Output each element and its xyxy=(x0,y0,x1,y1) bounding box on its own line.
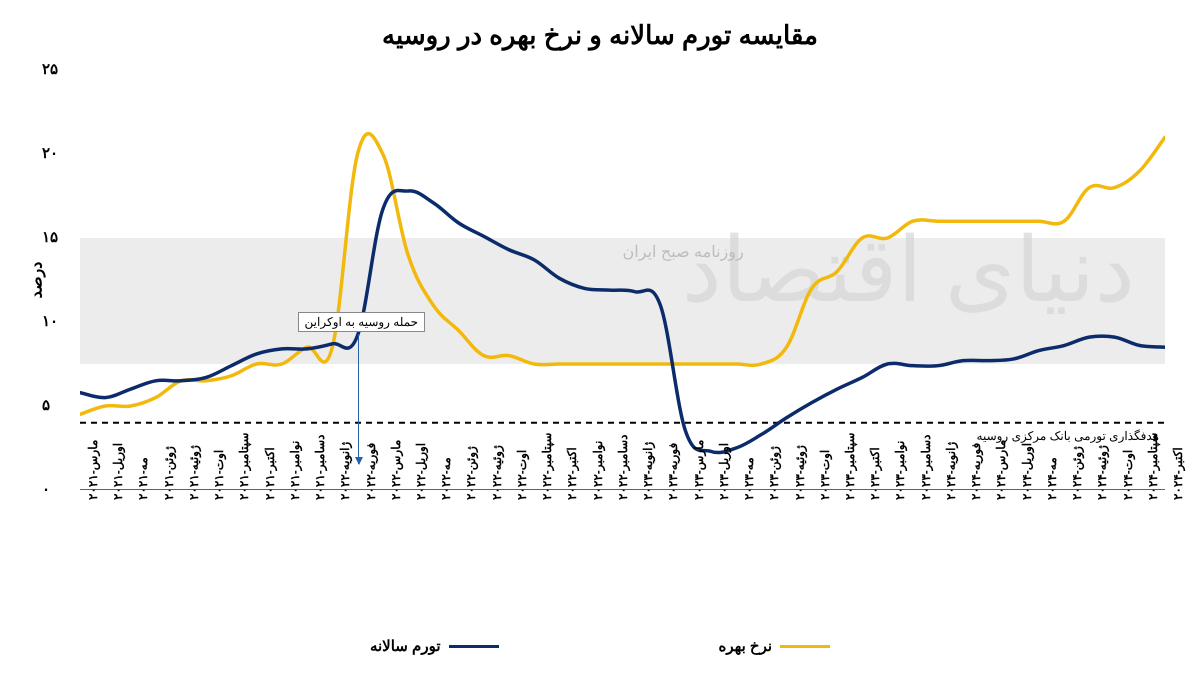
x-tick: مه-۲۰۲۲ xyxy=(439,457,453,500)
legend-line-inflation xyxy=(449,645,499,648)
x-tick: اوریل-۲۰۲۴ xyxy=(1020,443,1034,500)
x-tick: مه-۲۰۲۴ xyxy=(1045,457,1059,500)
legend-line-interest xyxy=(780,645,830,648)
x-tick: سپتامبر-۲۰۲۳ xyxy=(843,433,857,500)
series-inflation xyxy=(80,190,1165,452)
x-tick: دسامبر-۲۰۲۱ xyxy=(313,434,327,500)
x-tick: ژوئن-۲۰۲۴ xyxy=(1070,446,1084,500)
x-tick: اکتبر-۲۰۲۳ xyxy=(868,447,882,500)
x-tick: اوریل-۲۰۲۳ xyxy=(717,443,731,500)
x-tick: ژانویه-۲۰۲۲ xyxy=(338,442,352,500)
y-tick: ۱۵ xyxy=(42,228,58,246)
x-tick: ژانویه-۲۰۲۳ xyxy=(641,442,655,500)
x-tick: مه-۲۰۲۳ xyxy=(742,457,756,500)
x-tick: اکتبر-۲۰۲۱ xyxy=(263,447,277,500)
x-tick: اوت-۲۰۲۲ xyxy=(515,450,529,500)
x-tick: اوریل-۲۰۲۱ xyxy=(111,443,125,500)
x-tick: سپتامبر-۲۰۲۲ xyxy=(540,433,554,500)
x-tick: اوت-۲۰۲۱ xyxy=(212,450,226,500)
legend-label-interest: نرخ بهره xyxy=(719,637,773,655)
x-tick: فوریه-۲۰۲۳ xyxy=(666,443,680,500)
x-tick: اکتبر-۲۰۲۲ xyxy=(565,447,579,500)
chart-container: مقایسه تورم سالانه و نرخ بهره در روسیه د… xyxy=(0,0,1200,675)
x-tick: نوامبر-۲۰۲۱ xyxy=(288,441,302,500)
x-tick: فوریه-۲۰۲۴ xyxy=(969,443,983,500)
legend-label-inflation: تورم سالانه xyxy=(370,637,441,655)
x-tick: نوامبر-۲۰۲۳ xyxy=(893,441,907,500)
x-tick: ژوئن-۲۰۲۲ xyxy=(464,446,478,500)
x-tick: فوریه-۲۰۲۲ xyxy=(364,443,378,500)
plot-area: دنیای اقتصاد روزنامه صبح ایران حمله روسی… xyxy=(80,70,1165,490)
x-tick: مه-۲۰۲۱ xyxy=(136,457,150,500)
x-tick: اکتبر-۲۰۲۴ xyxy=(1171,447,1185,500)
x-tick: اوت-۲۰۲۳ xyxy=(818,450,832,500)
annotation-arrow xyxy=(358,334,359,464)
x-tick: اوت-۲۰۲۴ xyxy=(1121,450,1135,500)
x-tick: دسامبر-۲۰۲۳ xyxy=(919,434,933,500)
annotation-text: حمله روسیه به اوکراین xyxy=(305,315,419,329)
y-tick: ۵ xyxy=(42,396,50,414)
x-tick: مارس-۲۰۲۳ xyxy=(692,440,706,500)
y-tick: ۲۵ xyxy=(42,60,58,78)
series-interest xyxy=(80,134,1165,415)
annotation-box: حمله روسیه به اوکراین xyxy=(298,312,426,332)
legend: نرخ بهره تورم سالانه xyxy=(0,637,1200,655)
chart-title: مقایسه تورم سالانه و نرخ بهره در روسیه xyxy=(0,20,1200,51)
x-tick: مارس-۲۰۲۱ xyxy=(86,440,100,500)
x-tick: ژانویه-۲۰۲۴ xyxy=(944,442,958,500)
x-tick: ژوئن-۲۰۲۳ xyxy=(767,446,781,500)
x-tick: سپتامبر-۲۰۲۱ xyxy=(237,433,251,500)
legend-item-interest: نرخ بهره xyxy=(719,637,831,655)
x-tick: ژوئیه-۲۰۲۲ xyxy=(490,445,504,500)
y-axis-label: درصد xyxy=(26,262,46,299)
x-tick: ژوئن-۲۰۲۱ xyxy=(162,446,176,500)
y-tick: ۱۰ xyxy=(42,312,58,330)
x-tick: ژوئیه-۲۰۲۱ xyxy=(187,445,201,500)
x-tick: مارس-۲۰۲۲ xyxy=(389,440,403,500)
y-tick: ۲۰ xyxy=(42,144,58,162)
x-tick: مارس-۲۰۲۴ xyxy=(994,440,1008,500)
y-tick: ۰ xyxy=(42,480,50,498)
x-tick: دسامبر-۲۰۲۲ xyxy=(616,434,630,500)
x-tick: ژوئیه-۲۰۲۴ xyxy=(1095,445,1109,500)
x-tick: سپتامبر-۲۰۲۴ xyxy=(1146,433,1160,500)
x-tick: نوامبر-۲۰۲۲ xyxy=(591,441,605,500)
legend-item-inflation: تورم سالانه xyxy=(370,637,499,655)
plot-svg xyxy=(80,70,1165,490)
x-tick: اوریل-۲۰۲۲ xyxy=(414,443,428,500)
x-tick: ژوئیه-۲۰۲۳ xyxy=(793,445,807,500)
